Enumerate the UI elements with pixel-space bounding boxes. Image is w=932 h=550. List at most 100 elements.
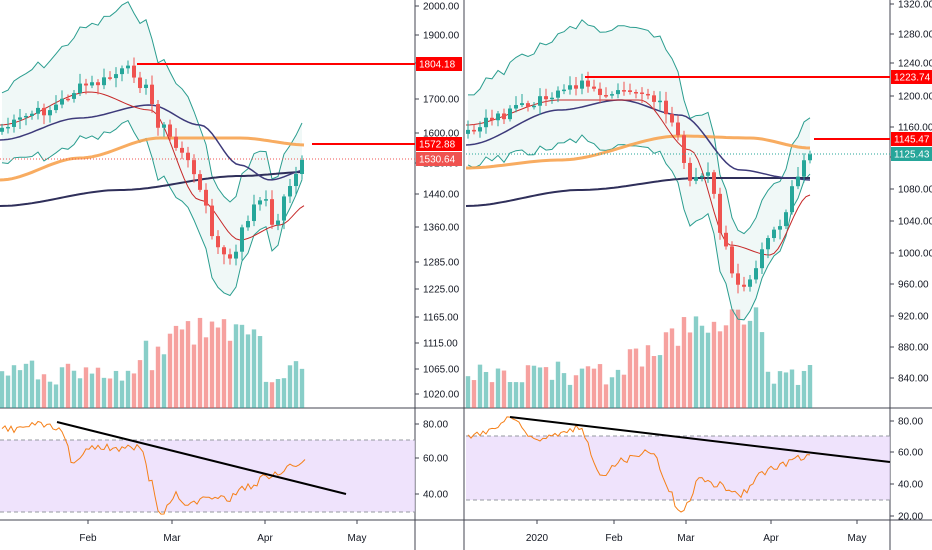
volume-bar <box>621 374 627 408</box>
volume-bar <box>603 384 609 408</box>
volume-bar <box>215 327 221 408</box>
volume-bar <box>753 307 759 408</box>
candle-body <box>610 94 614 96</box>
y-tick-label: 840.00 <box>898 374 929 385</box>
volume-bar <box>513 382 519 408</box>
y-tick-label: 1360.00 <box>423 223 460 234</box>
volume-bar <box>651 356 657 408</box>
candle-body <box>580 80 584 89</box>
volume-bar <box>567 384 573 408</box>
candle-body <box>246 221 250 228</box>
volume-bar <box>257 336 263 408</box>
candle-body <box>0 127 4 132</box>
volume-bar <box>507 382 513 408</box>
candle-body <box>784 212 788 227</box>
candle-body <box>502 113 506 120</box>
y-tick-label: 1225.00 <box>423 285 460 296</box>
candle-body <box>294 174 298 187</box>
volume-bar <box>723 325 729 408</box>
volume-bar <box>59 367 65 408</box>
candle-body <box>658 100 662 103</box>
candle-body <box>538 96 542 106</box>
volume-bar <box>771 383 777 408</box>
candle-body <box>688 162 692 181</box>
volume-bar <box>197 317 203 408</box>
candle-body <box>616 90 620 95</box>
y-tick-label: 1080.00 <box>898 185 932 196</box>
volume-bar <box>741 324 747 408</box>
candle-body <box>276 220 280 225</box>
candle-body <box>60 98 64 105</box>
volume-bar <box>585 366 591 408</box>
candle-body <box>700 175 704 178</box>
candle-body <box>634 92 638 94</box>
candle-body <box>42 107 46 116</box>
candle-body <box>102 77 106 86</box>
rsi-tick-label: 60.00 <box>423 454 448 465</box>
candle-body <box>562 89 566 92</box>
candle-body <box>484 117 488 128</box>
candle-body <box>66 98 70 101</box>
volume-bar <box>89 373 95 408</box>
sma-long-line <box>465 177 810 207</box>
candle-body <box>490 117 494 121</box>
candle-body <box>216 236 220 248</box>
volume-bar <box>789 369 795 408</box>
volume-bar <box>17 370 23 408</box>
candle-body <box>628 90 632 93</box>
candle-body <box>156 104 160 128</box>
volume-bar <box>83 367 89 408</box>
candle-body <box>222 247 226 255</box>
volume-bar <box>465 376 471 408</box>
candle-body <box>54 104 58 111</box>
candle-body <box>682 135 686 163</box>
volume-bar <box>681 317 687 408</box>
volume-bar <box>131 373 137 408</box>
volume-bar <box>717 331 723 408</box>
candle-body <box>790 186 794 213</box>
volume-bar <box>245 334 251 408</box>
rsi-band <box>466 436 890 500</box>
x-tick-label: May <box>348 533 367 544</box>
candle-body <box>652 95 656 102</box>
candle-body <box>730 246 734 274</box>
volume-bar <box>627 349 633 408</box>
volume-bar <box>639 366 645 408</box>
volume-bar <box>633 348 639 408</box>
volume-bar <box>35 379 41 408</box>
volume-bar <box>549 379 555 408</box>
price-label-tag <box>891 70 932 84</box>
candle-body <box>472 129 476 132</box>
rsi-trendline <box>509 416 891 463</box>
candle-body <box>604 95 608 97</box>
volume-bar <box>597 364 603 408</box>
price-label-tag <box>891 132 932 146</box>
volume-bar <box>5 375 11 408</box>
volume-bar <box>783 372 789 408</box>
candle-body <box>748 279 752 287</box>
volume-bar <box>483 371 489 408</box>
candle-body <box>270 199 274 225</box>
volume-bar <box>227 340 233 408</box>
sma-long-line <box>0 171 305 207</box>
rsi-band <box>0 440 415 512</box>
candle-body <box>718 193 722 233</box>
candle-body <box>300 159 304 175</box>
volume-bar <box>191 344 197 408</box>
candle-body <box>180 147 184 153</box>
volume-bar <box>263 381 269 408</box>
candle-body <box>466 129 470 134</box>
candle-body <box>694 177 698 181</box>
volume-bar <box>23 363 29 408</box>
volume-bar <box>669 328 675 408</box>
rsi-trendline <box>56 421 347 495</box>
volume-bar <box>251 329 257 408</box>
y-tick-label: 1200.00 <box>898 92 932 103</box>
volume-bar <box>729 309 735 408</box>
price-label-tag <box>416 57 462 71</box>
bollinger-fill <box>468 19 810 320</box>
right-chart: 1320.001280.001240.001200.001160.001120.… <box>465 0 932 550</box>
candle-body <box>556 90 560 98</box>
volume-bar <box>161 354 167 408</box>
